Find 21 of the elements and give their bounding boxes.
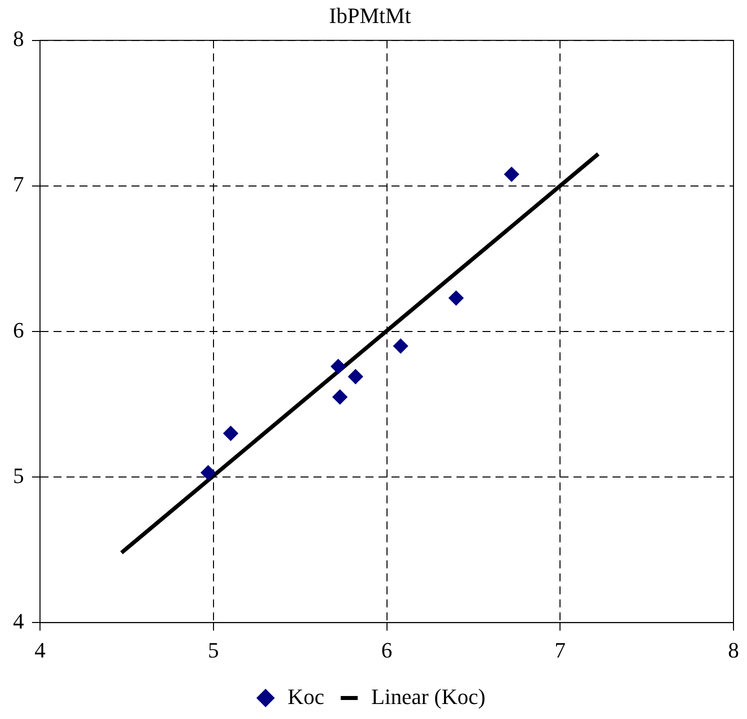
point [393, 338, 408, 354]
point [348, 369, 364, 384]
x-tick-label: 7 [554, 638, 566, 663]
y-tick-label: 8 [13, 26, 24, 52]
point [332, 390, 348, 404]
y-tick-label: 4 [13, 608, 24, 634]
point [223, 426, 238, 441]
x-tick-label: 4 [34, 638, 46, 663]
y-tick-label: 7 [13, 172, 24, 197]
x-tick-label: 5 [208, 638, 219, 663]
legend-label: Koc [288, 684, 324, 709]
legend-label: Linear (Koc) [371, 684, 486, 709]
y-tick-label: 6 [13, 317, 24, 342]
point [200, 465, 216, 480]
point [504, 166, 520, 182]
point [448, 290, 464, 306]
point [330, 358, 346, 374]
chart-title: IbPMtMt [329, 2, 411, 28]
x-tick-label: 8 [728, 638, 739, 663]
x-tick-label: 6 [381, 638, 392, 663]
y-tick-label: 5 [13, 462, 24, 488]
